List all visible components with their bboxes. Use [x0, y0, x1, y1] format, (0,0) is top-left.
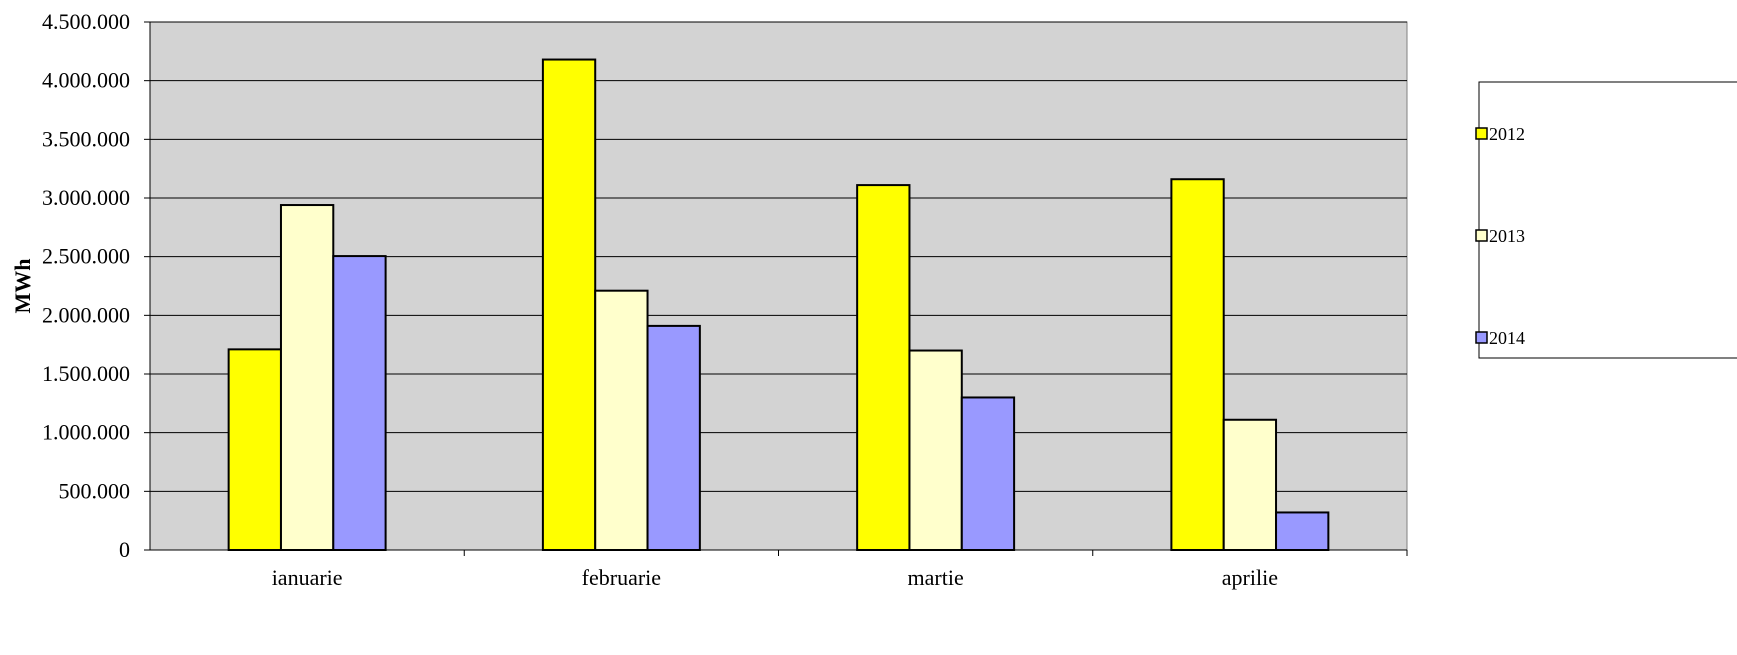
axes — [149, 22, 1408, 556]
y-tick-label: 1.500.000 — [42, 361, 130, 386]
bar-2014-ianuarie — [332, 255, 387, 551]
y-tick-label: 4.000.000 — [42, 68, 130, 93]
legend-label-2013: 2013 — [1489, 226, 1525, 246]
x-tick-label: ianuarie — [272, 565, 343, 590]
x-tick-label: aprilie — [1222, 565, 1278, 590]
bar-2012-aprilie — [1170, 178, 1225, 552]
bars — [227, 58, 1330, 552]
y-tick-label: 2.000.000 — [42, 302, 130, 327]
legend-label-2012: 2012 — [1489, 124, 1525, 144]
x-tick-labels: ianuarie februarie martie aprilie — [272, 565, 1278, 590]
legend: 2012 2013 2014 — [1475, 81, 1737, 359]
bar-2013-februarie — [594, 289, 649, 551]
bar-2013-ianuarie — [279, 204, 335, 551]
x-tick-label: februarie — [582, 565, 661, 590]
legend-swatch-2013 — [1475, 229, 1488, 242]
bar-2012-martie — [856, 184, 911, 552]
legend-swatch-2014 — [1475, 331, 1488, 344]
y-tick-labels: 0 500.000 1.000.000 1.500.000 2.000.000 2.500… — [42, 9, 130, 562]
bar-2012-februarie — [541, 58, 597, 552]
y-axis-title: MWh — [10, 259, 35, 314]
bar-2013-martie — [908, 349, 963, 551]
y-tick-label: 3.000.000 — [42, 185, 130, 210]
bar-2014-februarie — [646, 324, 701, 552]
y-tick-label: 4.500.000 — [42, 9, 130, 34]
y-tick-label: 1.000.000 — [42, 420, 130, 445]
bar-2014-aprilie — [1275, 511, 1330, 551]
x-tick-label: martie — [908, 565, 964, 590]
bar-2014-martie — [960, 396, 1016, 552]
bar-2013-aprilie — [1222, 418, 1278, 552]
bar-2012-ianuarie — [227, 348, 282, 551]
y-tick-label: 2.500.000 — [42, 244, 130, 269]
legend-swatch-2012 — [1475, 127, 1488, 140]
legend-box — [1478, 81, 1737, 359]
y-tick-label: 0 — [119, 537, 130, 562]
y-tick-label: 3.500.000 — [42, 126, 130, 151]
legend-label-2014: 2014 — [1489, 328, 1525, 348]
y-tick-label: 500.000 — [59, 478, 131, 503]
